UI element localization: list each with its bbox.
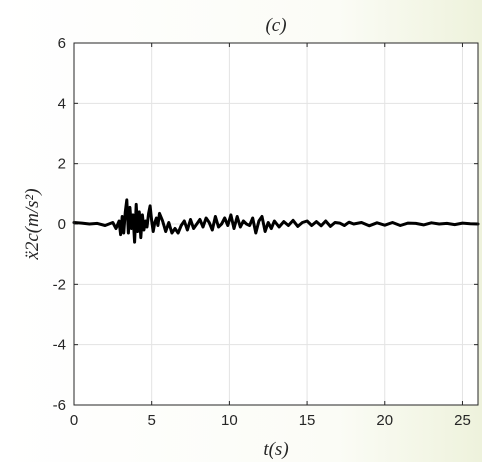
y-axis-label: ẍ2c(m/s²) <box>22 188 43 260</box>
y-tick-label: 6 <box>58 35 66 52</box>
x-tick-label: 5 <box>148 412 156 429</box>
chart-title: (c) <box>265 15 286 36</box>
tick-labels: 0 5 10 15 20 25 -6 -4 -2 0 2 4 6 <box>53 35 471 429</box>
y-tick-label: 0 <box>58 216 66 233</box>
x-axis-label: t(s) <box>263 439 288 460</box>
y-tick-label: 4 <box>58 95 66 112</box>
series-line <box>72 198 480 244</box>
y-tick-label: 2 <box>58 156 66 173</box>
x-tick-label: 10 <box>221 412 238 429</box>
y-tick-label: -4 <box>53 337 66 354</box>
x-tick-label: 0 <box>70 412 78 429</box>
plot-frame <box>73 42 479 406</box>
x-tick-label: 20 <box>376 412 393 429</box>
x-tick-label: 25 <box>454 412 471 429</box>
x-tick-label: 15 <box>299 412 316 429</box>
y-tick-label: -6 <box>53 397 66 414</box>
y-tick-label: -2 <box>53 276 66 293</box>
